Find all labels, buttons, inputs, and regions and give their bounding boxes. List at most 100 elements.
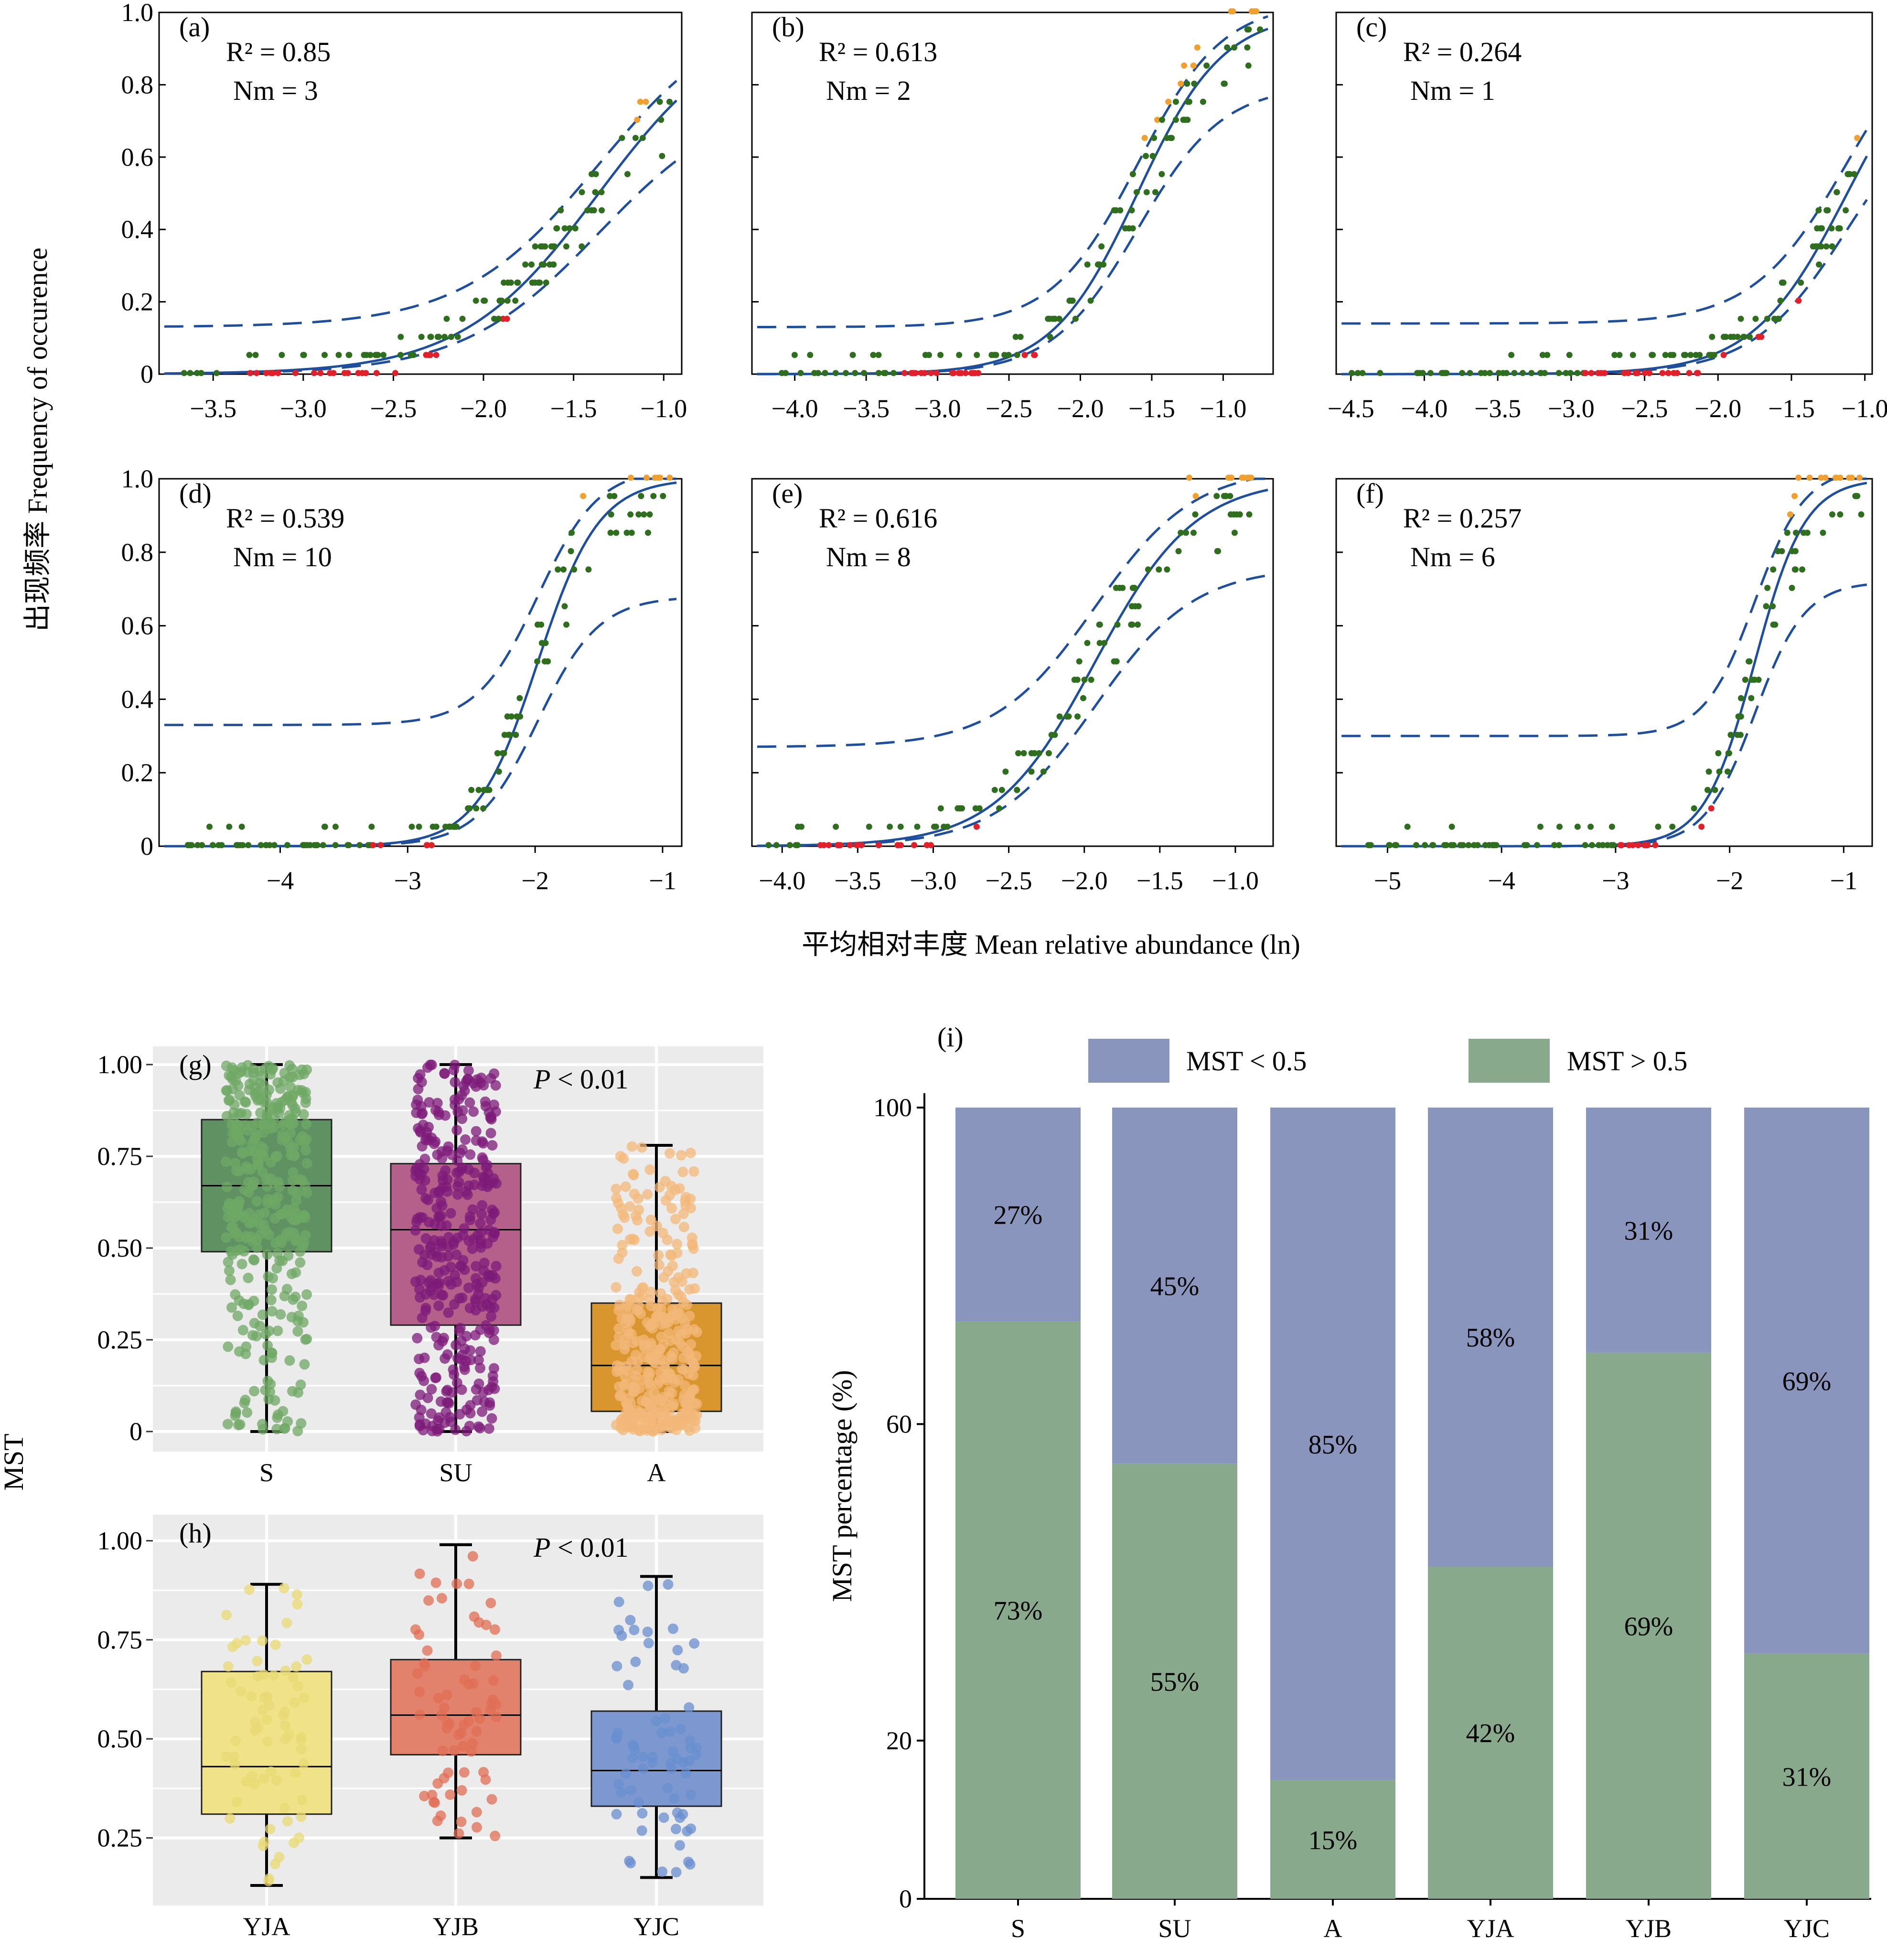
jitter-point	[471, 1726, 482, 1737]
jitter-point	[422, 1645, 433, 1656]
jitter-point	[659, 1362, 670, 1372]
otu-point	[252, 352, 259, 358]
jitter-point	[643, 1580, 654, 1591]
otu-point	[513, 732, 519, 738]
jitter-point	[450, 1059, 460, 1070]
jitter-point	[471, 1126, 482, 1137]
otu-point	[1829, 243, 1835, 250]
otu-point	[269, 370, 276, 377]
jitter-point	[249, 1255, 260, 1266]
otu-point	[1621, 370, 1628, 377]
y-tick-label: 100	[873, 1093, 912, 1122]
otu-point	[370, 842, 376, 849]
nm-label: Nm = 2	[826, 75, 911, 106]
otu-point	[956, 805, 963, 812]
jitter-point	[675, 1338, 686, 1348]
jitter-point	[620, 1181, 631, 1192]
x-tick-label: −2.0	[460, 394, 507, 423]
jitter-point	[644, 1381, 655, 1392]
otu-point	[1503, 370, 1510, 377]
otu-point	[317, 370, 324, 377]
otu-point	[1457, 842, 1464, 849]
jitter-point	[469, 1179, 480, 1190]
jitter-point	[619, 1344, 630, 1355]
jitter-point	[675, 1723, 686, 1734]
otu-point	[843, 370, 849, 377]
otu-point	[373, 370, 380, 377]
legend-swatch-lt	[1088, 1039, 1169, 1083]
jitter-point	[672, 1238, 683, 1249]
y-tick-label: 0.2	[121, 758, 154, 787]
jitter-point	[677, 1166, 688, 1177]
panel-h: 0.25 0.50 0.75 1.00 YJA YJB YJC (h) P < 0.01	[97, 1515, 763, 1941]
jitter-point	[300, 1087, 311, 1098]
otu-point	[1005, 352, 1012, 358]
otu-point	[656, 98, 663, 105]
otu-point	[1716, 768, 1723, 775]
otu-point	[937, 805, 944, 812]
x-tick-label: −1.0	[1200, 394, 1246, 423]
bar-SU: 55% 45% SU	[1112, 1108, 1237, 1943]
jitter-point	[662, 1783, 673, 1794]
jitter-point	[663, 1417, 674, 1428]
otu-point	[1816, 261, 1823, 268]
otu-point	[1588, 370, 1595, 377]
plot-frame	[158, 11, 683, 375]
jitter-point	[480, 1096, 491, 1107]
otu-point	[1662, 352, 1669, 358]
lower-ci-curve	[1341, 199, 1868, 376]
otu-point	[1231, 529, 1238, 536]
otu-point	[1253, 8, 1260, 15]
jitter-point	[489, 1068, 500, 1079]
jitter-point	[445, 1789, 456, 1800]
otu-point	[585, 566, 592, 573]
otu-point	[912, 370, 919, 377]
otu-point	[1854, 135, 1861, 141]
jitter-point	[443, 1398, 454, 1409]
otu-point	[529, 280, 536, 286]
jitter-point	[238, 1211, 249, 1222]
jitter-point	[284, 1355, 295, 1366]
bar-A: 15% 85% A	[1270, 1108, 1395, 1943]
fit-curve	[1341, 482, 1867, 848]
jitter-point	[251, 1331, 262, 1342]
x-tick-label: −3.0	[914, 394, 961, 423]
otu-point	[279, 352, 285, 358]
jitter-point	[616, 1203, 627, 1214]
jitter-point	[654, 1419, 665, 1430]
jitter-point	[488, 1675, 499, 1686]
jitter-point	[422, 1260, 433, 1271]
otu-point	[921, 370, 928, 377]
r2-label: R² = 0.85	[226, 36, 331, 67]
jitter-point	[290, 1292, 301, 1302]
y-tick-label: 0.8	[121, 70, 154, 99]
jitter-point	[637, 1808, 648, 1819]
jitter-point	[473, 1289, 484, 1300]
otu-point	[958, 370, 965, 377]
jitter-point	[443, 1276, 454, 1287]
jitter-point	[224, 1265, 235, 1276]
otu-point	[1098, 243, 1105, 250]
otu-point	[397, 334, 404, 340]
otu-point	[1359, 370, 1366, 377]
jitter-point	[477, 1301, 488, 1312]
jitter-point	[426, 1384, 437, 1395]
x-tick-label: −4.0	[759, 866, 805, 895]
y-tick-label: 0.2	[121, 288, 154, 316]
otu-point	[214, 370, 220, 377]
jitter-point	[247, 1180, 258, 1191]
jitter-point	[626, 1141, 637, 1152]
jitter-point	[681, 1398, 692, 1409]
otu-point	[1508, 352, 1515, 358]
otu-point	[495, 315, 502, 322]
jitter-point	[670, 1214, 681, 1225]
jitter-point	[262, 1249, 273, 1260]
bar-mst-lt	[1112, 1108, 1237, 1464]
jitter-point	[282, 1416, 293, 1427]
otu-point	[1101, 640, 1108, 646]
otu-point	[238, 823, 245, 830]
box-iqr	[390, 1658, 522, 1755]
jitter-point	[229, 1751, 240, 1762]
otu-point	[473, 805, 480, 812]
otu-point	[363, 370, 369, 377]
